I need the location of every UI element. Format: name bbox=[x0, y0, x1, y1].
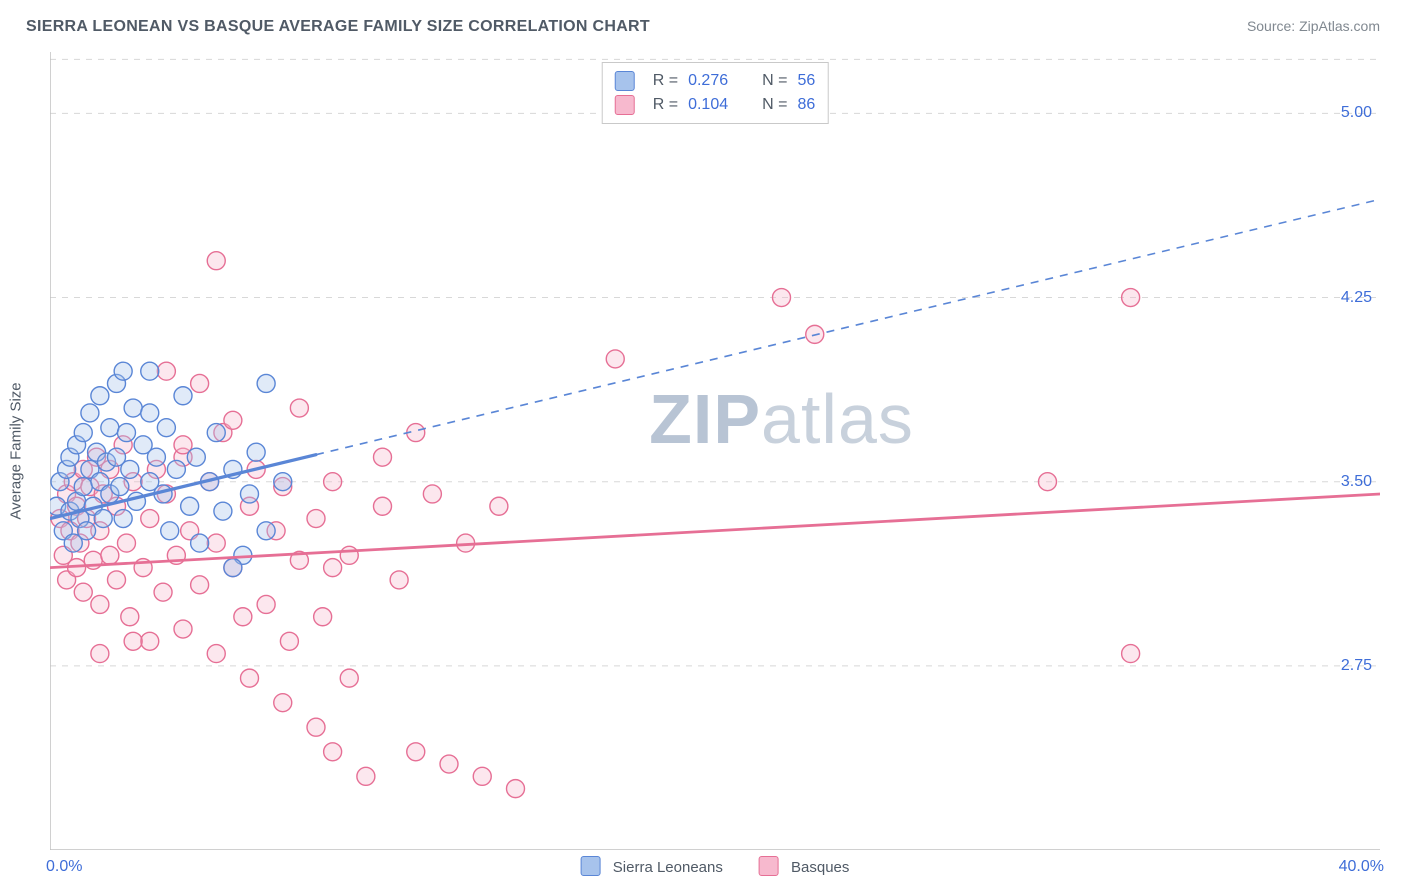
series-legend: Sierra Leoneans Basques bbox=[581, 856, 850, 876]
swatch-series-2 bbox=[759, 856, 779, 876]
y-tick-label: 2.75 bbox=[1341, 657, 1372, 675]
r-value-1: 0.276 bbox=[688, 69, 728, 93]
legend-row-series-1: R = 0.276 N = 56 bbox=[615, 69, 816, 93]
n-label-2: N = bbox=[762, 93, 787, 117]
y-tick-label: 3.50 bbox=[1341, 473, 1372, 491]
r-label-2: R = bbox=[653, 93, 678, 117]
header: SIERRA LEONEAN VS BASQUE AVERAGE FAMILY … bbox=[26, 18, 1380, 36]
legend-item-2: Basques bbox=[759, 856, 850, 876]
r-value-2: 0.104 bbox=[688, 93, 728, 117]
n-value-2: 86 bbox=[797, 93, 815, 117]
swatch-series-1 bbox=[615, 71, 635, 91]
y-axis-label: Average Family Size bbox=[8, 382, 25, 519]
scatter-plot-svg bbox=[50, 52, 1380, 850]
x-axis-max-label: 40.0% bbox=[1339, 858, 1384, 876]
chart-title: SIERRA LEONEAN VS BASQUE AVERAGE FAMILY … bbox=[26, 18, 650, 36]
source-attribution: Source: ZipAtlas.com bbox=[1247, 18, 1380, 34]
legend-item-1: Sierra Leoneans bbox=[581, 856, 723, 876]
legend-row-series-2: R = 0.104 N = 86 bbox=[615, 93, 816, 117]
r-label-1: R = bbox=[653, 69, 678, 93]
y-tick-label: 5.00 bbox=[1341, 104, 1372, 122]
x-axis-min-label: 0.0% bbox=[46, 858, 82, 876]
correlation-legend: R = 0.276 N = 56 R = 0.104 N = 86 bbox=[602, 62, 829, 124]
y-tick-label: 4.25 bbox=[1341, 289, 1372, 307]
swatch-series-1 bbox=[581, 856, 601, 876]
swatch-series-2 bbox=[615, 95, 635, 115]
plot-area: Average Family Size ZIPatlas R = 0.276 N… bbox=[50, 52, 1380, 850]
n-label-1: N = bbox=[762, 69, 787, 93]
legend-label-1: Sierra Leoneans bbox=[613, 859, 723, 876]
n-value-1: 56 bbox=[797, 69, 815, 93]
legend-label-2: Basques bbox=[791, 859, 849, 876]
